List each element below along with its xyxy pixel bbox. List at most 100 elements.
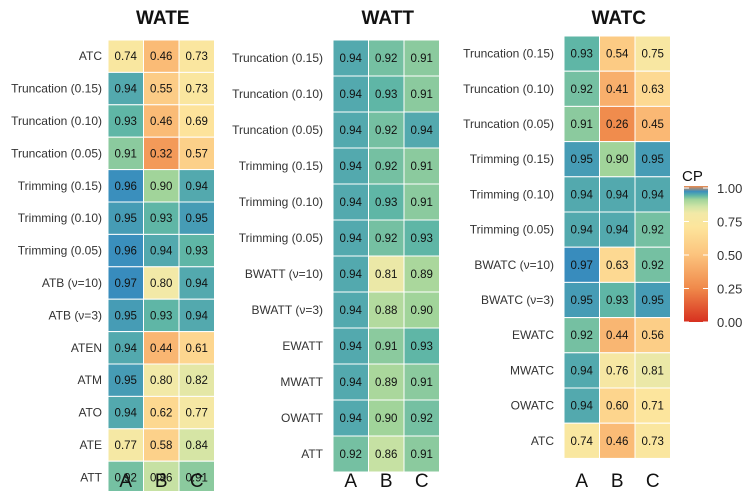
colorbar [684,186,708,322]
legend-title: CP [682,168,703,185]
heatmap-cell [599,176,636,213]
row-label: Trimming (0.15) [470,152,554,166]
cell-value: 0.81 [375,269,397,281]
row-label: Truncation (0.15) [463,47,554,61]
heatmap-cell [368,327,405,365]
heatmap-cell [563,105,600,143]
cell-value: 0.94 [606,225,629,237]
heatmap-cell [143,266,180,300]
cell-value: 0.95 [115,375,137,387]
heatmap-cell [107,39,144,73]
heatmap-cell [634,176,671,213]
heatmap-cell [107,233,144,268]
cell-value: 0.92 [642,225,664,237]
row-label: BWATT (ν=10) [245,267,323,281]
cell-value: 0.92 [411,413,433,425]
panel-title-wate: WATE [136,8,189,29]
cell-value: 0.56 [642,330,664,342]
heatmap-cell [599,317,636,354]
cell-value: 0.90 [375,413,397,425]
row-label: MWATC [510,363,554,377]
cell-value: 0.80 [150,375,172,387]
cell-value: 0.71 [642,401,664,413]
heatmap-cell [563,176,600,213]
cell-value: 0.91 [186,472,208,484]
column-label: A [575,471,588,491]
cell-value: 0.93 [150,213,172,225]
row-label: Trimming (0.15) [239,159,323,173]
cell-value: 0.94 [115,408,138,420]
cell-value: 0.91 [411,377,433,389]
heatmap-cell [634,281,671,319]
cell-value: 0.92 [571,84,593,96]
cell-value: 0.94 [642,189,665,201]
cell-value: 0.94 [340,377,363,389]
cell-value: 0.94 [186,181,209,193]
row-label: ATC [531,434,554,448]
cell-value: 0.74 [571,436,594,448]
row-label: Truncation (0.15) [232,51,323,65]
row-label: OWATT [281,411,324,425]
cell-value: 0.46 [150,51,172,63]
cell-value: 0.92 [571,330,593,342]
cell-value: 0.63 [642,84,664,96]
cell-value: 0.92 [642,260,664,272]
cell-value: 0.94 [115,343,138,355]
cell-value: 0.94 [340,341,363,353]
cell-value: 0.77 [186,408,208,420]
heatmap-cell [178,460,215,491]
cell-value: 0.90 [150,181,172,193]
cell-value: 0.32 [150,148,172,160]
heatmap-cell [143,331,180,365]
heatmap-cell [563,387,600,424]
heatmap-cell [563,141,600,178]
heatmap-cell [403,327,440,365]
row-label: Truncation (0.10) [11,114,102,128]
cell-value: 0.94 [571,401,594,413]
cell-value: 0.44 [150,343,173,355]
row-label: OWATC [511,399,555,413]
heatmap-cell [178,363,215,397]
heatmap-cell [599,352,636,389]
heatmap-cell [634,211,671,248]
heatmap-cell [403,111,440,149]
heatmap-cell [368,39,405,77]
row-label: Truncation (0.05) [11,146,102,160]
heatmap-cell [599,281,636,319]
cell-value: 0.94 [340,305,363,317]
cell-value: 0.94 [340,197,363,209]
cell-value: 0.92 [375,125,397,137]
heatmap-cell [563,281,600,319]
heatmap-cell [143,39,180,73]
row-label: ATB (ν=3) [49,308,102,322]
heatmap-cell [332,255,369,293]
cell-value: 0.82 [186,375,208,387]
cell-value: 0.97 [115,278,137,290]
heatmap-cell [403,399,440,437]
row-label: Truncation (0.10) [463,82,554,96]
heatmap-cell [563,317,600,354]
cell-value: 0.95 [115,310,137,322]
cell-value: 0.94 [186,310,209,322]
column-label: B [380,471,393,491]
cell-value: 0.75 [642,49,664,61]
cell-value: 0.93 [150,310,172,322]
heatmap-cell [368,147,405,185]
heatmap-cell [368,291,405,329]
heatmap-cell [403,39,440,77]
cell-value: 0.54 [606,49,629,61]
heatmap-cell [332,327,369,365]
row-label: ATE [80,438,102,452]
cell-value: 0.45 [642,119,664,131]
cell-value: 0.94 [571,365,594,377]
heatmap-cell [368,435,405,473]
cell-value: 0.90 [606,154,628,166]
cell-value: 0.58 [150,440,172,452]
cell-value: 0.94 [571,189,594,201]
cell-value: 0.91 [571,119,593,131]
heatmap-cell [403,363,440,401]
cell-value: 0.92 [340,449,362,461]
heatmap-cell [403,147,440,185]
cell-value: 0.95 [115,213,137,225]
